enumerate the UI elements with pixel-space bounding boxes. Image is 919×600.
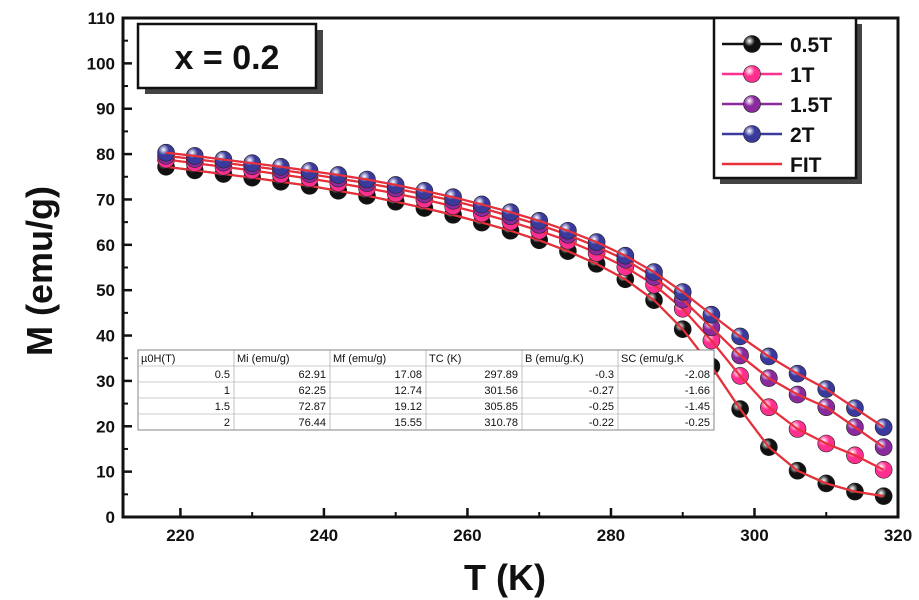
- y-tick-label: 90: [96, 100, 115, 119]
- table-cell: -1.66: [685, 385, 710, 397]
- table-cell: 19.12: [394, 401, 422, 413]
- legend-label: 2T: [790, 124, 815, 147]
- legend-marker: [743, 65, 761, 83]
- table-cell: -0.25: [685, 417, 710, 429]
- table-header-cell: TC (K): [429, 353, 461, 365]
- table-cell: 0.5: [215, 369, 230, 381]
- y-tick-label: 30: [96, 372, 115, 391]
- x-axis-title: T (K): [464, 557, 546, 598]
- legend-marker: [743, 35, 761, 53]
- legend-label: 1T: [790, 64, 815, 87]
- legend-label: FIT: [790, 154, 822, 177]
- legend-marker: [743, 125, 761, 143]
- table-cell: 76.44: [298, 417, 326, 429]
- legend-label: 0.5T: [790, 34, 832, 57]
- ticks: 0 10 20 30 40 50 60 70 80 90 100 110 220 240 260 280 300…: [87, 9, 913, 545]
- legend-label: 1.5T: [790, 94, 832, 117]
- table-header-cell: µ0H(T): [141, 353, 175, 365]
- fit-curve: [165, 165, 884, 498]
- legend: 0.5T 1T 1.5T 2T FIT: [712, 16, 862, 184]
- table-cell: -0.27: [589, 385, 614, 397]
- table-cell: -0.22: [589, 417, 614, 429]
- table-cell: 1.5: [215, 401, 230, 413]
- table-cell: 310.78: [484, 417, 518, 429]
- annotation-frame: [136, 22, 318, 90]
- y-tick-label: 70: [96, 190, 115, 209]
- legend-frame: [712, 16, 858, 180]
- parameter-table: µ0H(T) Mi (emu/g) Mf (emu/g) TC (K) B (emu/g…: [137, 349, 715, 431]
- y-tick-label: 10: [96, 463, 115, 482]
- table-cell: 62.25: [298, 385, 326, 397]
- table-cell: 15.55: [394, 417, 422, 429]
- table-cell: 1: [224, 385, 230, 397]
- table-header-cell: Mi (emu/g): [237, 353, 290, 365]
- table-cell: 301.56: [484, 385, 518, 397]
- x-tick-label: 280: [597, 526, 625, 545]
- table-cell: 2: [224, 417, 230, 429]
- y-tick-label: 100: [87, 54, 115, 73]
- table-cell: 62.91: [298, 369, 326, 381]
- series-layer: [157, 143, 893, 505]
- annotation-label: x = 0.2: [175, 39, 280, 77]
- table-cell: 12.74: [394, 385, 422, 397]
- annotation-box: x = 0.2: [136, 22, 323, 94]
- table-cell: -0.25: [589, 401, 614, 413]
- series-2T: [157, 143, 893, 436]
- table-header-cell: Mf (emu/g): [333, 353, 386, 365]
- table-header-cell: B (emu/g.K): [525, 353, 584, 365]
- table-cell: -2.08: [685, 369, 710, 381]
- y-tick-label: 20: [96, 417, 115, 436]
- legend-marker: [743, 95, 761, 113]
- table-cell: -1.45: [685, 401, 710, 413]
- y-tick-label: 80: [96, 145, 115, 164]
- table-cell: 17.08: [394, 369, 422, 381]
- series-0.5T: [157, 157, 893, 505]
- x-tick-label: 220: [166, 526, 194, 545]
- y-tick-label: 50: [96, 281, 115, 300]
- y-tick-label: 0: [106, 508, 115, 527]
- table-cell: -0.3: [595, 369, 614, 381]
- table-cell: 72.87: [298, 401, 326, 413]
- x-tick-label: 240: [310, 526, 338, 545]
- y-tick-label: 40: [96, 327, 115, 346]
- x-tick-label: 320: [884, 526, 912, 545]
- table-header-cell: SC (emu/g.K: [621, 353, 685, 365]
- y-tick-label: 110: [88, 9, 115, 28]
- y-axis-title: M (emu/g): [19, 186, 60, 356]
- fit-curve: [165, 151, 885, 429]
- table-cell: 297.89: [484, 369, 518, 381]
- y-tick-label: 60: [96, 236, 115, 255]
- x-tick-label: 260: [453, 526, 481, 545]
- table-cell: 305.85: [484, 401, 518, 413]
- x-tick-label: 300: [740, 526, 768, 545]
